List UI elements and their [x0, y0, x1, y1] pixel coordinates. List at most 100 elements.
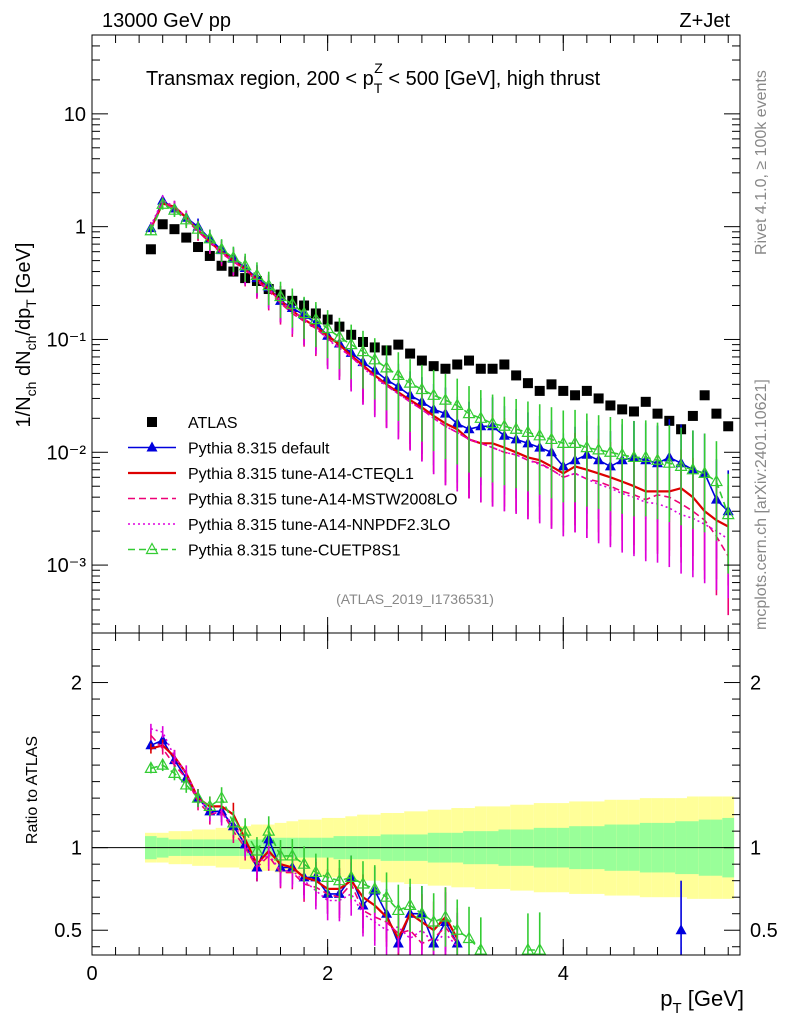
- svg-text:1/Nch dNch/dpT [GeV]: 1/Nch dNch/dpT [GeV]: [13, 243, 39, 428]
- data-point: [403, 375, 417, 388]
- legend-item-atlas: ATLAS: [147, 415, 238, 432]
- ratio-y-label: Ratio to ATLAS: [24, 736, 41, 844]
- svg-text:pT [GeV]: pT [GeV]: [660, 986, 744, 1017]
- data-point: [721, 507, 735, 520]
- data-point: [191, 221, 205, 234]
- data-point: [344, 337, 358, 350]
- data-point: [179, 212, 193, 225]
- data-point: [181, 232, 192, 243]
- legend-item-cuetp8s1: Pythia 8.315 tune-CUETP8S1: [128, 542, 401, 560]
- data-point: [440, 363, 451, 374]
- data-point: [452, 359, 463, 370]
- data-point: [203, 231, 217, 244]
- data-point: [533, 428, 547, 441]
- ratio-point: [273, 848, 288, 861]
- data-point: [509, 422, 523, 434]
- data-point: [169, 224, 180, 235]
- data-point: [639, 450, 653, 463]
- ratio-point: [462, 931, 476, 944]
- data-point: [238, 258, 252, 271]
- data-point: [521, 425, 535, 438]
- plot-title: Transmax region, 200 < pTZ < 500 [GeV], …: [146, 60, 601, 96]
- data-point: [475, 363, 486, 374]
- data-point: [522, 378, 533, 389]
- data-point: [250, 268, 264, 280]
- data-point: [380, 360, 394, 373]
- data-point: [651, 452, 665, 465]
- data-point: [499, 359, 510, 370]
- series-line-nnpdf: [150, 198, 729, 540]
- ratio-point: [344, 870, 358, 882]
- legend: ATLAS Pythia 8.315 default Pythia 8.315 tu…: [128, 415, 457, 560]
- data-point: [709, 474, 723, 487]
- ratio-point: [474, 942, 488, 955]
- ratio-point: [167, 766, 181, 778]
- svg-text:Transmax region, 200 < pTZ < 5: Transmax region, 200 < pTZ < 500 [GeV], …: [146, 60, 601, 96]
- ratio-y-tick-label-right: 2: [750, 673, 761, 695]
- ratio-point: [521, 942, 535, 955]
- data-point: [544, 432, 559, 445]
- legend-label: Pythia 8.315 tune-A14-NNPDF2.3LO: [188, 517, 450, 534]
- data-point: [145, 244, 156, 255]
- y-tick-label: 10⁻²: [47, 442, 87, 464]
- data-point: [321, 321, 335, 334]
- legend-item-default: Pythia 8.315 default: [128, 441, 330, 458]
- data-point: [428, 361, 439, 372]
- data-point: [356, 344, 370, 357]
- data-point: [226, 250, 240, 263]
- data-point: [438, 392, 452, 405]
- x-axis-label: pT [GeV]: [660, 986, 744, 1017]
- data-point: [309, 312, 323, 325]
- ratio-frame: [91, 632, 741, 956]
- mcplots-label: mcplots.cern.ch [arXiv:2401.10621]: [753, 379, 770, 630]
- series-cuetp8s1: [144, 197, 735, 574]
- ratio-y-tick-label: 2: [71, 673, 82, 695]
- ratio-point: [450, 922, 464, 935]
- data-point: [546, 379, 557, 390]
- ratio-point: [238, 823, 252, 836]
- data-point: [405, 348, 416, 359]
- data-point: [687, 410, 698, 421]
- data-point: [568, 436, 582, 448]
- data-point: [627, 450, 641, 463]
- series-line-default: [150, 199, 729, 512]
- ratio-point: [250, 843, 264, 856]
- ratio-point: [356, 876, 370, 889]
- ratio-series-cuetp8s1: [144, 757, 547, 955]
- ratio-panel: 0.5 0.5 1 1 2 2 Ratio to ATLAS: [24, 632, 778, 956]
- data-point: [652, 408, 663, 419]
- data-point: [699, 390, 710, 401]
- ratio-y-tick-label: 0.5: [54, 920, 82, 942]
- header-right: Z+Jet: [679, 10, 730, 32]
- ratio-y-tick-label-right: 0.5: [750, 920, 778, 942]
- ratio-point: [533, 942, 547, 955]
- legend-item-nnpdf: Pythia 8.315 tune-A14-NNPDF2.3LO: [128, 517, 450, 534]
- legend-label: Pythia 8.315 tune-A14-CTEQL1: [188, 466, 414, 483]
- data-point: [698, 466, 712, 478]
- ratio-y-tick-label: 1: [71, 838, 82, 860]
- series-line-cuetp8s1: [150, 203, 729, 515]
- legend-item-cteql1: Pythia 8.315 tune-A14-CTEQL1: [128, 466, 414, 483]
- ratio-point: [156, 757, 170, 770]
- ratio-point: [368, 881, 382, 894]
- data-point: [156, 197, 170, 209]
- data-point: [615, 447, 629, 460]
- data-point: [487, 363, 498, 374]
- data-point: [462, 406, 476, 419]
- data-point: [556, 436, 570, 448]
- legend-item-mstw: Pythia 8.315 tune-A14-MSTW2008LO: [128, 492, 457, 509]
- y-tick-label: 1: [75, 217, 86, 239]
- legend-label: Pythia 8.315 tune-A14-MSTW2008LO: [188, 492, 457, 509]
- legend-label: Pythia 8.315 tune-CUETP8S1: [188, 543, 401, 560]
- ratio-point: [262, 823, 276, 836]
- ratio-point: [157, 734, 169, 745]
- series-line-cteql1: [149, 202, 729, 528]
- data-point: [450, 398, 464, 411]
- analysis-watermark: (ATLAS_2019_I1736531): [336, 591, 494, 607]
- series-nnpdf: [150, 195, 730, 599]
- data-point: [215, 242, 229, 254]
- ratio-point: [675, 924, 687, 935]
- ratio-point: [285, 848, 299, 861]
- ratio-point: [415, 906, 429, 919]
- y-tick-label: 10: [64, 104, 86, 126]
